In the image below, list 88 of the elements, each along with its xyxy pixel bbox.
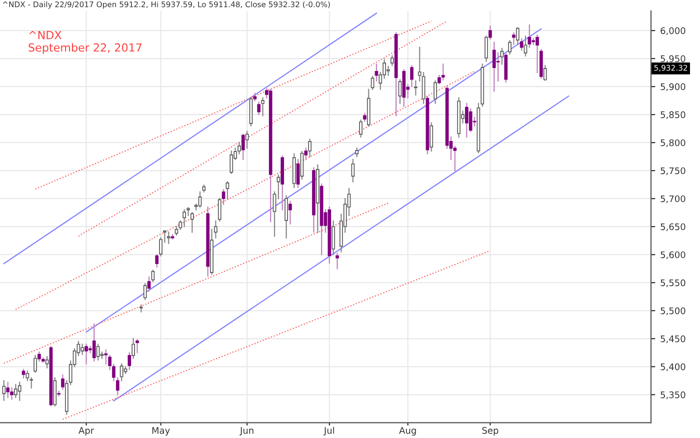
candlestick (166, 232, 170, 244)
candlestick (386, 66, 390, 76)
candlestick (257, 102, 261, 116)
candlestick (92, 324, 96, 362)
candlestick (57, 390, 60, 396)
y-tick-label: 5,800 (660, 139, 686, 148)
candlestick (222, 189, 226, 205)
candlestick (512, 32, 516, 46)
y-tick-label: 5,700 (660, 195, 686, 204)
candlestick (132, 338, 136, 359)
candlestick (351, 158, 355, 182)
candlestick (422, 72, 426, 104)
y-tick-label: 5,850 (660, 111, 686, 120)
candlestick (414, 80, 418, 96)
candlestick (500, 48, 504, 65)
candlestick (218, 198, 222, 222)
candlestick (516, 27, 520, 46)
y-tick-label: 5,750 (660, 167, 686, 176)
candlestick (441, 64, 445, 80)
candlestick (182, 209, 186, 228)
candlestick (304, 148, 308, 160)
candlestick (308, 138, 312, 158)
y-tick-label: 5,450 (660, 335, 686, 344)
candlestick (226, 181, 230, 200)
x-tick-label: Sep (482, 426, 498, 436)
candlestick (230, 150, 234, 174)
x-tick-label: Aug (399, 427, 416, 436)
candlestick (520, 38, 524, 51)
candlestick (128, 352, 132, 370)
candlestick (18, 382, 22, 401)
y-tick-label: 5,500 (660, 307, 686, 316)
candlestick (155, 254, 159, 268)
candlestick (104, 349, 108, 364)
candlestick (484, 36, 488, 62)
candlestick (272, 191, 276, 237)
candlestick (261, 97, 264, 116)
x-tick-label: Jun (240, 427, 254, 436)
x-tick-label: Jul (324, 426, 334, 436)
y-tick-label: 5,900 (660, 83, 686, 92)
y-tick-label: 5,950 (660, 55, 686, 64)
candlestick (2, 380, 6, 401)
candlestick (496, 52, 500, 82)
candlestick (136, 339, 139, 354)
candlestick (241, 134, 245, 160)
candlestick (336, 252, 339, 270)
candlestick (84, 344, 88, 364)
candlestick (536, 34, 539, 74)
y-tick-label: 5,400 (660, 363, 686, 372)
x-tick-label: Apr (78, 427, 94, 436)
candlestick (359, 120, 362, 138)
y-tick-label: 5,650 (660, 223, 686, 232)
candlestick (468, 108, 472, 132)
text: ^NDX September 22, 2017 (28, 31, 142, 54)
candlestick (96, 344, 100, 360)
candlestick (198, 191, 202, 208)
candlestick (430, 122, 434, 152)
y-tick-label: 5,600 (660, 251, 686, 260)
x-tick-label: May (152, 427, 170, 436)
candlestick (332, 220, 336, 256)
y-tick-label: 5,550 (660, 279, 686, 288)
candlestick (6, 382, 10, 398)
candlestick (120, 363, 124, 382)
candlestick (300, 150, 304, 180)
candlestick (14, 384, 18, 398)
candlestick (410, 65, 414, 88)
candlestick (508, 40, 512, 55)
candlestick (80, 344, 84, 355)
candlestick (434, 80, 437, 104)
candlestick (296, 158, 300, 188)
candlestick (528, 24, 532, 48)
candlestick (34, 354, 37, 373)
candlestick (288, 200, 292, 224)
candlestick (398, 79, 402, 104)
candlestick (147, 276, 151, 292)
candlestick (492, 42, 496, 92)
candlestick (465, 102, 468, 138)
candlestick (61, 374, 64, 390)
candlestick (45, 356, 49, 368)
candlestick (390, 55, 394, 66)
y-tick-label: 5,350 (660, 391, 686, 400)
candlestick (26, 370, 30, 382)
candlestick (524, 36, 528, 56)
y-tick-label: 6,000 (660, 27, 686, 36)
candlestick (284, 195, 288, 238)
candlestick (143, 283, 147, 300)
candlestick (543, 64, 547, 81)
candlestick (488, 26, 492, 40)
candlestick (374, 64, 378, 82)
